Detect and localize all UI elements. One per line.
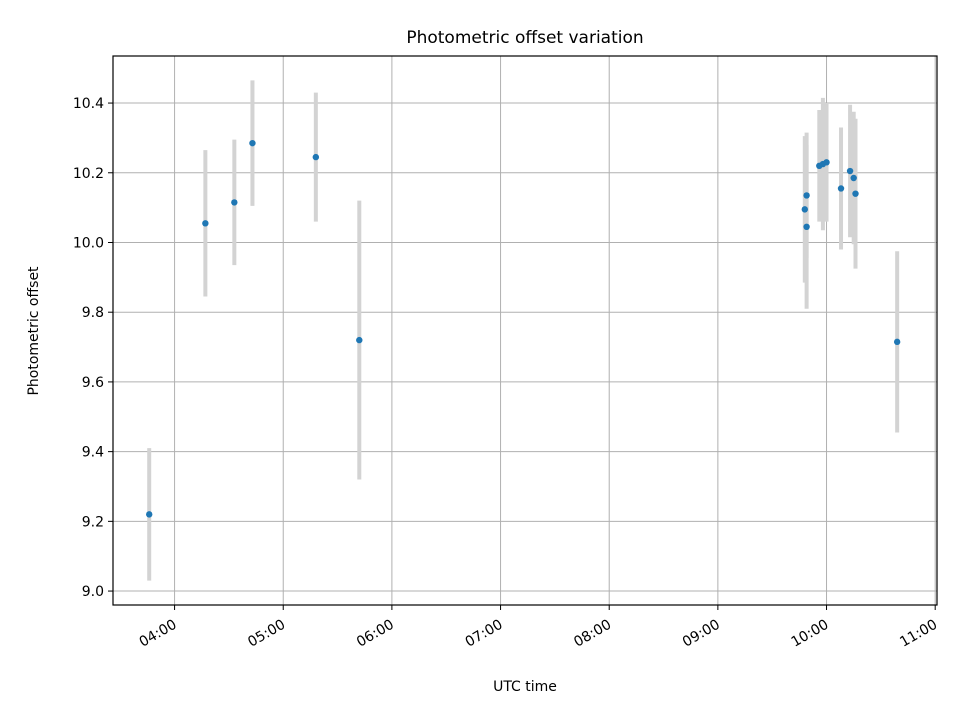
y-tick-label: 9.4: [82, 445, 104, 461]
data-point: [852, 190, 859, 197]
plot-frame: [112, 55, 938, 606]
chart-title: Photometric offset variation: [406, 28, 643, 48]
y-tick-label: 9.0: [82, 584, 104, 600]
data-point: [846, 167, 854, 175]
grid-layer: [113, 56, 937, 605]
data-point: [146, 511, 153, 518]
data-point: [231, 199, 238, 206]
x-axis-label: UTC time: [493, 679, 557, 695]
y-tick-label: 10.4: [73, 96, 104, 112]
y-tick-label: 9.2: [82, 514, 104, 530]
y-axis-label: Photometric offset: [26, 266, 42, 396]
data-point: [202, 220, 209, 227]
data-point: [850, 174, 857, 182]
y-tick-label: 9.8: [82, 305, 104, 321]
data-point: [823, 159, 830, 166]
data-point: [803, 223, 810, 230]
point-layer: [146, 139, 901, 518]
data-point: [803, 192, 810, 199]
data-point: [801, 206, 808, 213]
data-point: [356, 336, 363, 344]
y-tick-label: 9.6: [82, 375, 104, 391]
data-point: [312, 153, 320, 161]
data-point: [893, 338, 901, 346]
data-point: [249, 139, 256, 147]
data-point: [837, 185, 845, 192]
y-tick-label: 10.2: [73, 166, 104, 182]
y-tick-label: 10.0: [73, 235, 104, 251]
